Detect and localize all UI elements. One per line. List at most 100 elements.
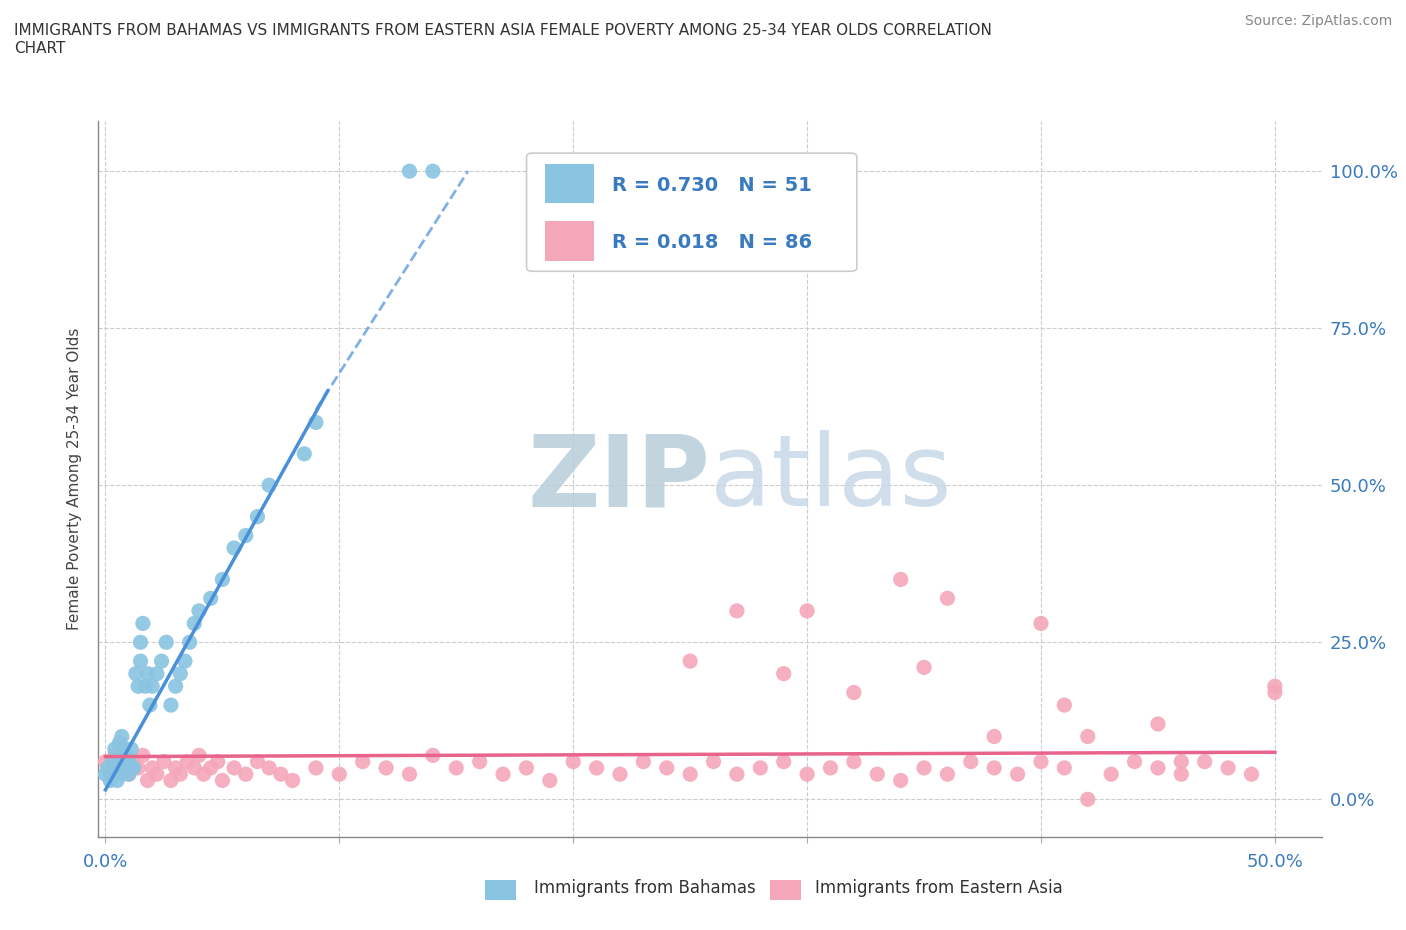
Immigrants from Bahamas bbox=[129, 635, 152, 650]
Text: R = 0.018   N = 86: R = 0.018 N = 86 bbox=[612, 233, 813, 252]
Immigrants from Eastern Asia bbox=[305, 761, 328, 776]
Immigrants from Eastern Asia bbox=[1170, 766, 1192, 781]
Immigrants from Eastern Asia bbox=[98, 766, 121, 781]
Immigrants from Eastern Asia bbox=[468, 754, 491, 769]
Immigrants from Eastern Asia bbox=[1194, 754, 1216, 769]
Immigrants from Bahamas bbox=[188, 604, 211, 618]
Immigrants from Eastern Asia bbox=[104, 748, 127, 763]
Immigrants from Eastern Asia bbox=[1053, 761, 1076, 776]
Immigrants from Eastern Asia bbox=[515, 761, 537, 776]
Immigrants from Eastern Asia bbox=[183, 761, 205, 776]
Immigrants from Eastern Asia bbox=[1099, 766, 1122, 781]
Immigrants from Eastern Asia bbox=[108, 761, 131, 776]
Immigrants from Bahamas bbox=[104, 761, 127, 776]
Immigrants from Bahamas bbox=[112, 754, 135, 769]
Immigrants from Bahamas bbox=[174, 654, 197, 669]
Immigrants from Eastern Asia bbox=[702, 754, 724, 769]
Immigrants from Eastern Asia bbox=[169, 766, 191, 781]
Immigrants from Eastern Asia bbox=[328, 766, 350, 781]
Immigrants from Bahamas bbox=[235, 528, 257, 543]
Text: IMMIGRANTS FROM BAHAMAS VS IMMIGRANTS FROM EASTERN ASIA FEMALE POVERTY AMONG 25-: IMMIGRANTS FROM BAHAMAS VS IMMIGRANTS FR… bbox=[14, 23, 993, 56]
Immigrants from Bahamas bbox=[120, 741, 142, 756]
Immigrants from Eastern Asia bbox=[1147, 761, 1170, 776]
Immigrants from Eastern Asia bbox=[749, 761, 772, 776]
Immigrants from Eastern Asia bbox=[820, 761, 842, 776]
Text: R = 0.730   N = 51: R = 0.730 N = 51 bbox=[612, 176, 813, 195]
Immigrants from Eastern Asia bbox=[235, 766, 257, 781]
Immigrants from Bahamas bbox=[139, 698, 162, 712]
Immigrants from Eastern Asia bbox=[160, 773, 183, 788]
Immigrants from Eastern Asia bbox=[936, 591, 959, 605]
Immigrants from Eastern Asia bbox=[772, 754, 794, 769]
Immigrants from Eastern Asia bbox=[207, 754, 229, 769]
Immigrants from Bahamas bbox=[160, 698, 183, 712]
Immigrants from Eastern Asia bbox=[188, 748, 211, 763]
Immigrants from Eastern Asia bbox=[1123, 754, 1146, 769]
Immigrants from Bahamas bbox=[146, 666, 169, 681]
Immigrants from Bahamas bbox=[101, 754, 124, 769]
Immigrants from Eastern Asia bbox=[842, 754, 865, 769]
Immigrants from Eastern Asia bbox=[246, 754, 269, 769]
Immigrants from Eastern Asia bbox=[281, 773, 304, 788]
Immigrants from Eastern Asia bbox=[679, 766, 702, 781]
Immigrants from Eastern Asia bbox=[141, 761, 163, 776]
FancyBboxPatch shape bbox=[526, 153, 856, 272]
Immigrants from Eastern Asia bbox=[222, 761, 245, 776]
Immigrants from Eastern Asia bbox=[270, 766, 292, 781]
Immigrants from Bahamas bbox=[125, 666, 148, 681]
Immigrants from Eastern Asia bbox=[165, 761, 187, 776]
Immigrants from Bahamas bbox=[118, 766, 141, 781]
Immigrants from Bahamas bbox=[94, 766, 117, 781]
Immigrants from Eastern Asia bbox=[94, 754, 117, 769]
Immigrants from Eastern Asia bbox=[538, 773, 561, 788]
Immigrants from Bahamas bbox=[398, 164, 420, 179]
Immigrants from Bahamas bbox=[97, 761, 120, 776]
Immigrants from Eastern Asia bbox=[890, 773, 912, 788]
Text: Immigrants from Eastern Asia: Immigrants from Eastern Asia bbox=[815, 879, 1063, 897]
Text: Source: ZipAtlas.com: Source: ZipAtlas.com bbox=[1244, 14, 1392, 28]
Immigrants from Eastern Asia bbox=[959, 754, 981, 769]
Immigrants from Bahamas bbox=[292, 446, 315, 461]
Immigrants from Bahamas bbox=[112, 741, 135, 756]
Immigrants from Eastern Asia bbox=[1264, 685, 1286, 700]
Immigrants from Bahamas bbox=[150, 654, 173, 669]
Immigrants from Eastern Asia bbox=[609, 766, 631, 781]
Immigrants from Bahamas bbox=[129, 654, 152, 669]
Immigrants from Bahamas bbox=[115, 761, 138, 776]
Immigrants from Eastern Asia bbox=[585, 761, 607, 776]
Immigrants from Eastern Asia bbox=[200, 761, 222, 776]
Immigrants from Eastern Asia bbox=[176, 754, 198, 769]
Immigrants from Eastern Asia bbox=[1216, 761, 1239, 776]
Immigrants from Eastern Asia bbox=[257, 761, 280, 776]
Immigrants from Eastern Asia bbox=[1029, 754, 1052, 769]
Text: 50.0%: 50.0% bbox=[1247, 853, 1303, 870]
Immigrants from Bahamas bbox=[105, 748, 128, 763]
Y-axis label: Female Poverty Among 25-34 Year Olds: Female Poverty Among 25-34 Year Olds bbox=[67, 327, 83, 631]
Immigrants from Bahamas bbox=[108, 736, 131, 751]
Immigrants from Eastern Asia bbox=[562, 754, 585, 769]
Immigrants from Bahamas bbox=[222, 540, 245, 555]
Immigrants from Bahamas bbox=[108, 761, 131, 776]
Immigrants from Bahamas bbox=[127, 679, 149, 694]
Immigrants from Bahamas bbox=[211, 572, 233, 587]
FancyBboxPatch shape bbox=[546, 221, 593, 260]
Immigrants from Eastern Asia bbox=[1007, 766, 1029, 781]
Immigrants from Bahamas bbox=[134, 679, 156, 694]
Immigrants from Bahamas bbox=[183, 616, 205, 631]
Immigrants from Bahamas bbox=[101, 766, 124, 781]
Immigrants from Bahamas bbox=[98, 773, 121, 788]
Text: Immigrants from Bahamas: Immigrants from Bahamas bbox=[534, 879, 756, 897]
Immigrants from Eastern Asia bbox=[796, 766, 818, 781]
Immigrants from Eastern Asia bbox=[725, 766, 748, 781]
Immigrants from Eastern Asia bbox=[352, 754, 374, 769]
Immigrants from Eastern Asia bbox=[193, 766, 215, 781]
Immigrants from Eastern Asia bbox=[912, 660, 935, 675]
Text: 0.0%: 0.0% bbox=[83, 853, 128, 870]
Immigrants from Eastern Asia bbox=[1029, 616, 1052, 631]
Immigrants from Eastern Asia bbox=[122, 754, 145, 769]
Immigrants from Bahamas bbox=[305, 415, 328, 430]
Immigrants from Bahamas bbox=[105, 773, 128, 788]
Text: ZIP: ZIP bbox=[527, 431, 710, 527]
Immigrants from Eastern Asia bbox=[936, 766, 959, 781]
Immigrants from Bahamas bbox=[118, 754, 141, 769]
